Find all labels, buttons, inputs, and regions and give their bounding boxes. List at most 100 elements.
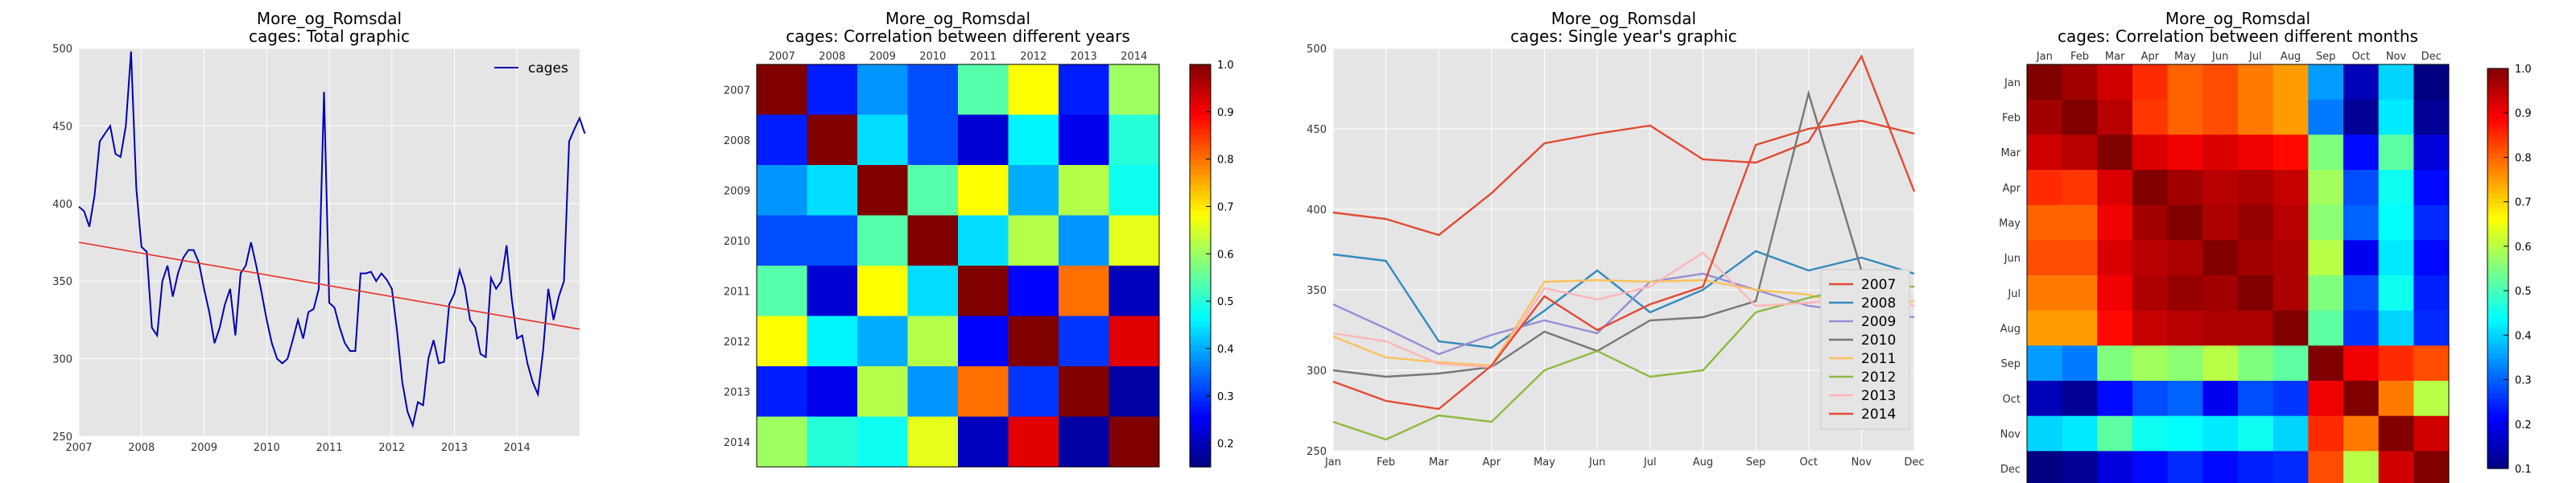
heatmap-cell [2167,310,2203,346]
heatmap-cell [1108,64,1160,115]
chart-title: More_og_Romsdal [2165,9,2310,28]
colorbar-segment [2487,83,2508,89]
heatmap-cell [907,416,959,468]
colorbar-segment [1190,69,1211,76]
colorbar-segment [1190,125,1211,130]
colorbar-segment [1190,341,1211,347]
chart-title: cages: Correlation between different yea… [786,27,1130,46]
heatmap-cell [2132,275,2169,312]
colorbar-segment [2487,218,2508,225]
x-tick-label: Feb [1377,456,1395,469]
x-tick-label: Jan [1324,456,1341,469]
y-tick-label: 350 [1307,285,1327,297]
heatmap-cell [1059,266,1109,316]
colorbar-segment [2487,448,2508,454]
colorbar-segment [1190,180,1211,186]
colorbar-segment [2487,403,2508,410]
colorbar-segment [2487,93,2508,99]
colorbar-tick-label: 1.0 [1217,60,1234,72]
colorbar-segment [1190,195,1211,201]
heatmap-cell [2343,451,2380,483]
colorbar-segment [2487,418,2508,424]
colorbar-segment [1190,447,1211,452]
heatmap-cell [2097,204,2133,241]
colorbar-segment [1190,114,1211,121]
heatmap-cell [2132,415,2169,452]
legend-label: cages [528,60,568,76]
heatmap-cell [1059,416,1109,468]
column-label: Dec [2421,51,2442,63]
colorbar-segment [1190,386,1211,392]
colorbar-segment [2487,128,2508,134]
heatmap-cell [2378,64,2414,101]
colorbar-segment [2487,318,2508,324]
colorbar-segment [2487,258,2508,264]
heatmap-cell [2062,345,2098,382]
legend-label: 2009 [1861,314,1896,330]
heatmap-cell [1108,416,1160,468]
row-label: 2007 [724,85,750,97]
heatmap-cell [2343,275,2380,312]
chart-title: cages: Total graphic [249,27,410,46]
series-line-2011 [1332,279,1915,367]
colorbar-tick-label: 0.8 [1217,155,1234,167]
plot-single-year: 250 300 350 400 450 500 Jan Feb Mar Apr May Jun Jul A… [1307,43,1924,469]
heatmap-cell [2167,204,2203,241]
colorbar-segment [2487,248,2508,254]
colorbar-segment [2487,313,2508,320]
colorbar-segment [2487,103,2508,109]
colorbar-segment [1190,89,1211,96]
column-label: 2007 [769,51,795,63]
colorbar-segment [1190,266,1211,271]
heatmap-cell [2167,415,2203,452]
colorbar-tick-label: 1.0 [2515,64,2532,76]
column-label: 2014 [1121,51,1147,63]
colorbar-segment [1190,175,1211,181]
colorbar-tick-label: 0.1 [2515,464,2532,476]
heatmap-cell [958,266,1009,316]
heatmap-cell [2202,345,2239,382]
colorbar-segment [2487,463,2508,469]
heatmap-cell [807,316,858,367]
colorbar-segment [2487,333,2508,340]
row-label: Oct [2003,394,2021,406]
colorbar-segment [2487,78,2508,85]
chart-title: cages: Correlation between different mon… [2058,27,2418,46]
heatmap-cell [2062,64,2098,101]
row-label: Dec [2000,464,2021,476]
colorbar-tick-label: 0.4 [2515,330,2532,342]
heatmap-cell [2273,310,2309,346]
legend-label: 2008 [1861,295,1896,312]
row-label: Jun [2004,253,2021,265]
colorbar-tick-label: 0.8 [2515,152,2532,164]
heatmap-cell [2167,345,2203,382]
colorbar-segment [1190,215,1211,221]
x-tick-label: May [1534,456,1555,469]
heatmap-cell [2132,99,2169,135]
heatmap-cell [2132,345,2169,382]
x-tick-label: 2013 [441,442,468,454]
heatmap-cell [1059,366,1109,417]
heatmap-frame [756,64,1160,468]
heatmap-cell [2413,99,2450,135]
heatmap-cell [2238,170,2274,206]
heatmap-cell [757,165,807,216]
colorbar-tick-label: 0.9 [2515,108,2532,120]
legend: 2007 2008 2009 2010 2011 2012 2013 2014 [1820,269,1910,430]
heatmap-cell [757,114,807,166]
colorbar-segment [1190,64,1211,70]
x-tick-label: Nov [1852,456,1872,469]
colorbar-segment [1190,416,1211,423]
heatmap-cell [2378,240,2414,276]
colorbar-segment [1190,190,1211,196]
legend-label: 2010 [1861,332,1896,349]
heatmap-cell [2132,240,2169,276]
heatmap-cell [2238,415,2274,452]
heatmap-cell [2097,134,2133,171]
heatmap-cell [807,366,858,417]
x-tick-label: Jul [1643,456,1657,469]
colorbar-segment [2487,88,2508,94]
colorbar-segment [1190,331,1211,337]
heatmap-cell [1059,215,1109,266]
heatmap-frame [2026,64,2450,483]
